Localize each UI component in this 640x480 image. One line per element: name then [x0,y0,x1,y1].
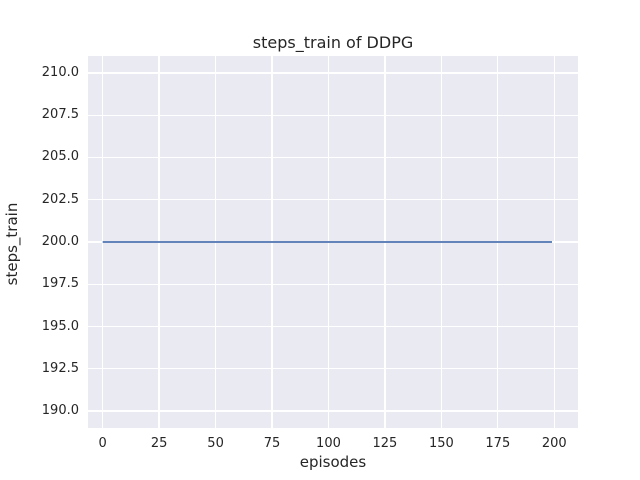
x-tick-label: 200 [541,436,567,451]
y-tick-label: 202.5 [41,191,79,207]
y-gridline [88,410,578,412]
x-tick-label: 150 [428,436,454,451]
y-tick-label: 207.5 [41,107,79,123]
plot-area [88,56,578,428]
y-tick-label: 197.5 [41,276,79,292]
y-tick-label: 192.5 [41,360,79,376]
y-gridline [88,325,578,328]
x-tick-label: 175 [485,436,511,451]
y-gridline [88,283,578,285]
y-tick-label: 195.0 [41,318,79,334]
line-series-layer [102,241,552,243]
x-tick-label: 75 [263,436,281,451]
y-tick-label: 210.0 [41,64,79,80]
y-tick-label: 190.0 [41,403,79,419]
y-gridline [88,368,578,370]
y-tick-label: 200.0 [41,234,79,249]
y-tick-label: 205.0 [41,149,79,165]
x-tick-label: 125 [372,436,398,451]
x-tick-label: 25 [150,436,168,451]
y-axis-label-text: steps_train [3,202,21,286]
x-tick-label: 0 [98,436,107,451]
y-gridline [88,114,578,116]
y-gridline [88,199,578,201]
x-tick-label: 100 [316,436,341,451]
y-gridline [88,156,578,159]
chart-title: steps_train of DDPG [252,33,414,52]
y-gridline [88,72,578,74]
x-axis-label: episodes [299,453,367,471]
x-tick-label: 50 [207,436,224,451]
